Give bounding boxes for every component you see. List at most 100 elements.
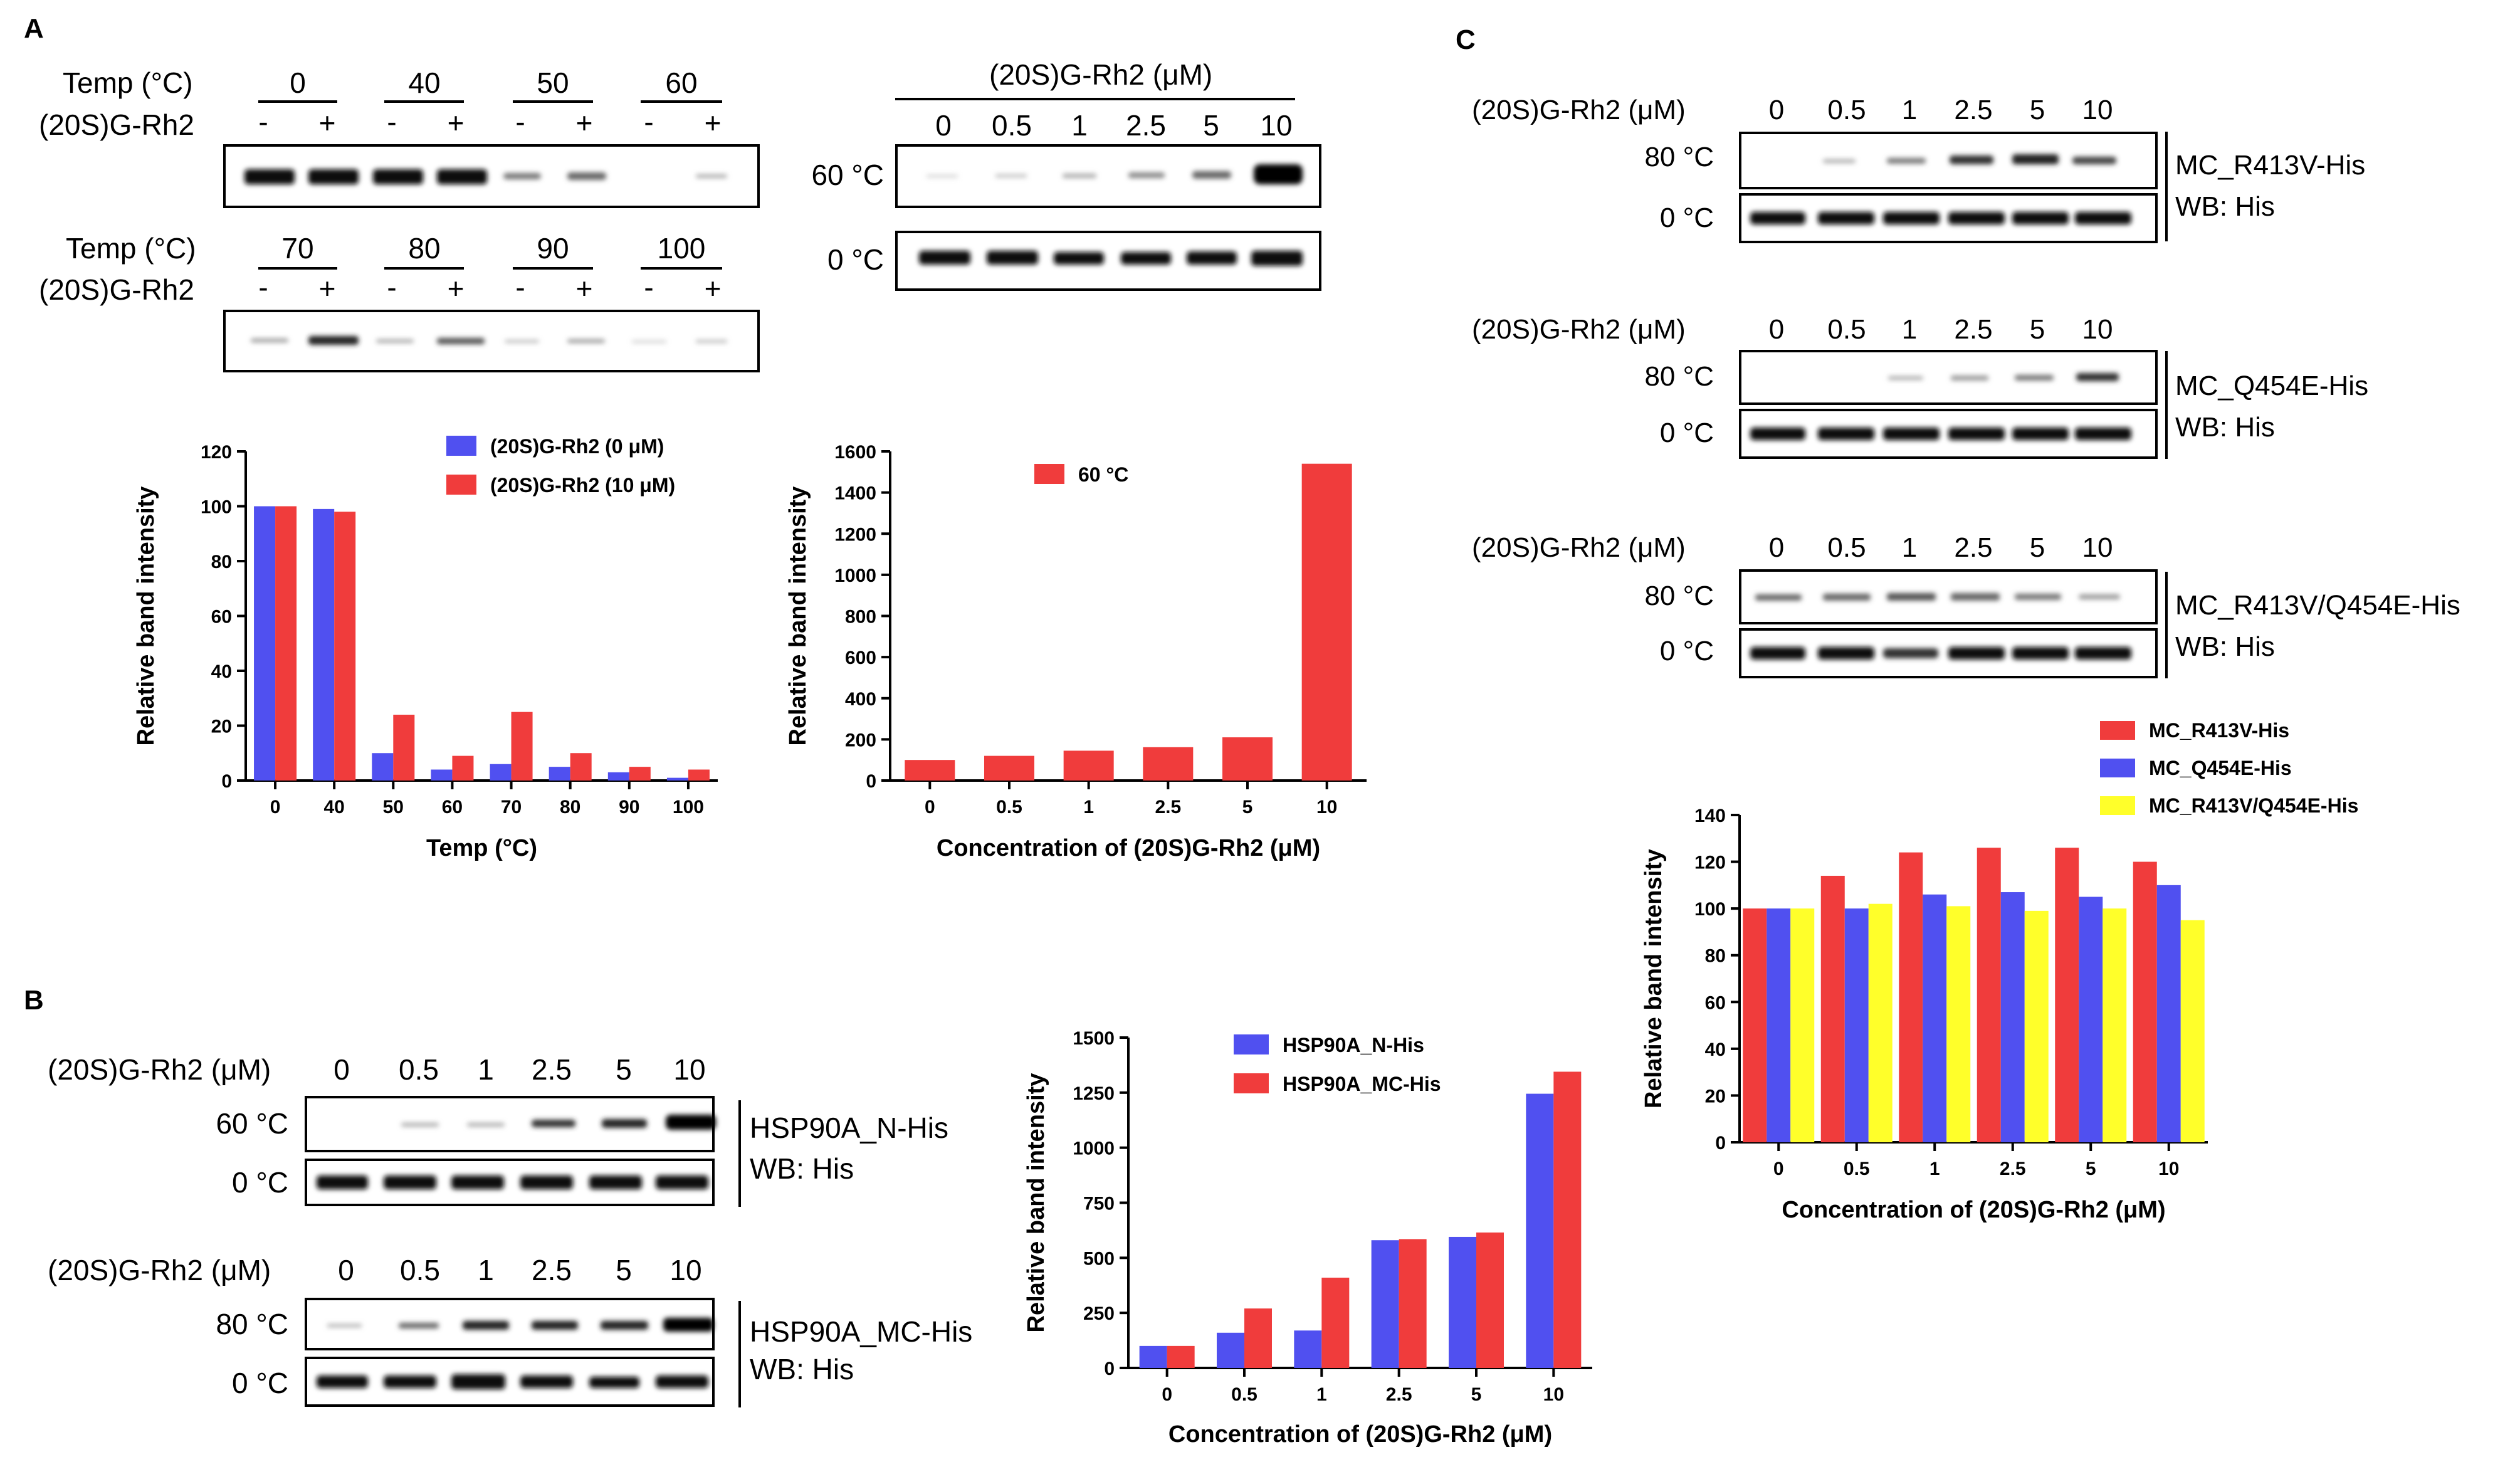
y-tick-label: 0 bbox=[1104, 1359, 1115, 1379]
temp-0-label: 0 °C bbox=[827, 243, 884, 276]
bar bbox=[1868, 903, 1893, 1142]
y-tick-label: 500 bbox=[1083, 1248, 1115, 1269]
blot-bands bbox=[317, 1374, 708, 1389]
x-tick-label: 10 bbox=[2158, 1159, 2179, 1179]
x-axis-title: Concentration of (20S)G-Rh2 (μM) bbox=[1168, 1421, 1552, 1448]
svg-text:0: 0 bbox=[338, 1254, 354, 1286]
bar bbox=[1244, 1308, 1272, 1368]
temp-value: 90 bbox=[537, 232, 569, 265]
blot-bands bbox=[1750, 647, 2131, 660]
bar bbox=[1143, 747, 1194, 781]
legend-swatch bbox=[446, 436, 476, 456]
bar bbox=[570, 753, 592, 781]
svg-text:10: 10 bbox=[673, 1053, 705, 1086]
svg-text:5: 5 bbox=[2030, 532, 2045, 563]
svg-text:+: + bbox=[705, 107, 722, 139]
legend-label: (20S)G-Rh2 (10 μM) bbox=[490, 474, 675, 497]
bar bbox=[1301, 463, 1352, 781]
x-tick-label: 70 bbox=[501, 797, 522, 818]
bar bbox=[629, 767, 651, 781]
y-tick-label: 140 bbox=[1694, 806, 1726, 826]
y-tick-label: 600 bbox=[845, 648, 876, 668]
y-tick-label: 1000 bbox=[1073, 1139, 1115, 1159]
y-axis-title: Relative band intensity bbox=[133, 486, 159, 746]
temp-value: 50 bbox=[537, 66, 569, 99]
temp-0-label: 0 °C bbox=[1660, 418, 1714, 448]
svg-text:+: + bbox=[319, 272, 336, 305]
temp-0-label: 0 °C bbox=[1660, 202, 1714, 233]
x-tick-label: 0.5 bbox=[996, 797, 1022, 818]
legend-label: MC_R413V-His bbox=[2149, 719, 2289, 742]
temp-0-label: 0 °C bbox=[232, 1367, 288, 1399]
blot-a-temperature: Temp (°C) (20S)G-Rh2 0 40 50 60 - + - + - +… bbox=[39, 66, 760, 372]
y-tick-label: 100 bbox=[1694, 899, 1726, 920]
svg-text:2.5: 2.5 bbox=[532, 1254, 572, 1286]
blot-b: (20S)G-Rh2 (μM) 0 0.5 1 2.5 5 10 60 °C 0 °C… bbox=[48, 1053, 972, 1407]
y-axis-title: Relative band intensity bbox=[1023, 1073, 1049, 1333]
temp-80-label: 80 °C bbox=[1644, 142, 1714, 172]
y-tick-label: 40 bbox=[211, 661, 232, 682]
y-tick-label: 1000 bbox=[834, 565, 876, 586]
x-tick-label: 0 bbox=[270, 797, 281, 818]
x-tick-label: 0 bbox=[1773, 1159, 1784, 1179]
temp-label-row2: Temp (°C) bbox=[66, 232, 196, 265]
x-tick-label: 1 bbox=[1929, 1159, 1940, 1179]
svg-text:10: 10 bbox=[2082, 95, 2113, 125]
conc-label: (20S)G-Rh2 (μM) bbox=[989, 58, 1212, 91]
bar bbox=[334, 512, 356, 781]
svg-text:10: 10 bbox=[2082, 314, 2113, 345]
legend-swatch bbox=[1034, 464, 1064, 484]
bar bbox=[1217, 1332, 1244, 1368]
panel-label-c: C bbox=[1456, 24, 1476, 55]
svg-text:0.5: 0.5 bbox=[1827, 95, 1866, 125]
y-tick-label: 400 bbox=[845, 689, 876, 710]
bar bbox=[1923, 894, 1947, 1142]
bar bbox=[1399, 1239, 1427, 1368]
y-tick-label: 1250 bbox=[1073, 1083, 1115, 1104]
y-tick-label: 120 bbox=[201, 442, 232, 463]
svg-text:0.5: 0.5 bbox=[400, 1254, 440, 1286]
chart-b-hsp90a: 0 250 500 750 1000 1250 1500 0 0.5 1 2.5 5 10 Concent… bbox=[1023, 1028, 1592, 1448]
x-tick-label: 80 bbox=[560, 797, 580, 818]
blot-bands bbox=[244, 169, 727, 184]
temp-value: 60 bbox=[665, 66, 697, 99]
bar bbox=[1063, 750, 1114, 781]
svg-text:-: - bbox=[387, 105, 396, 138]
bar bbox=[372, 753, 394, 781]
blot-a-concentration: (20S)G-Rh2 (μM) 0 0.5 1 2.5 5 10 60 °C 0 °C bbox=[811, 58, 1321, 291]
svg-text:-: - bbox=[644, 105, 653, 138]
svg-text:5: 5 bbox=[1203, 109, 1219, 142]
bar bbox=[549, 767, 570, 781]
chart-a-concentration: 0 200 400 600 800 1000 1200 1400 1600 0 0.5 1 2.5 5 10… bbox=[785, 442, 1367, 861]
temp-60-label: 60 °C bbox=[216, 1107, 288, 1140]
temp-60-label: 60 °C bbox=[811, 159, 884, 191]
bar bbox=[984, 755, 1034, 781]
y-tick-label: 1400 bbox=[834, 483, 876, 504]
bar bbox=[1977, 848, 2001, 1142]
svg-text:0: 0 bbox=[1769, 532, 1784, 563]
bar bbox=[1844, 908, 1869, 1142]
svg-text:10: 10 bbox=[669, 1254, 701, 1286]
conc-label: (20S)G-Rh2 (μM) bbox=[1472, 95, 1686, 125]
bar bbox=[1946, 906, 1971, 1142]
svg-text:2.5: 2.5 bbox=[1954, 532, 1992, 563]
bar bbox=[2133, 861, 2157, 1142]
blot-bands bbox=[1755, 593, 2120, 601]
blot-c: (20S)G-Rh2 (μM) 0 0.5 1 2.5 5 10 80 °C 0 °C… bbox=[1472, 95, 2460, 678]
legend-label: HSP90A_N-His bbox=[1283, 1034, 1424, 1056]
label-double-mutant: MC_R413V/Q454E-His bbox=[2175, 590, 2460, 621]
label-wb-his: WB: His bbox=[2175, 191, 2275, 222]
y-tick-label: 200 bbox=[845, 730, 876, 750]
chart-c-mutants: 0 20 40 60 80 100 120 140 0 0.5 1 2.5 5 10 Concentrati… bbox=[1641, 719, 2358, 1223]
bar bbox=[490, 764, 512, 781]
x-tick-label: 40 bbox=[324, 797, 345, 818]
y-tick-label: 20 bbox=[211, 717, 232, 737]
svg-text:0.5: 0.5 bbox=[399, 1053, 439, 1086]
x-tick-label: 2.5 bbox=[1386, 1384, 1412, 1405]
svg-text:5: 5 bbox=[616, 1053, 632, 1086]
svg-text:5: 5 bbox=[2030, 95, 2045, 125]
blot-frame bbox=[223, 310, 760, 372]
bar bbox=[688, 769, 710, 781]
svg-text:0: 0 bbox=[333, 1053, 350, 1086]
